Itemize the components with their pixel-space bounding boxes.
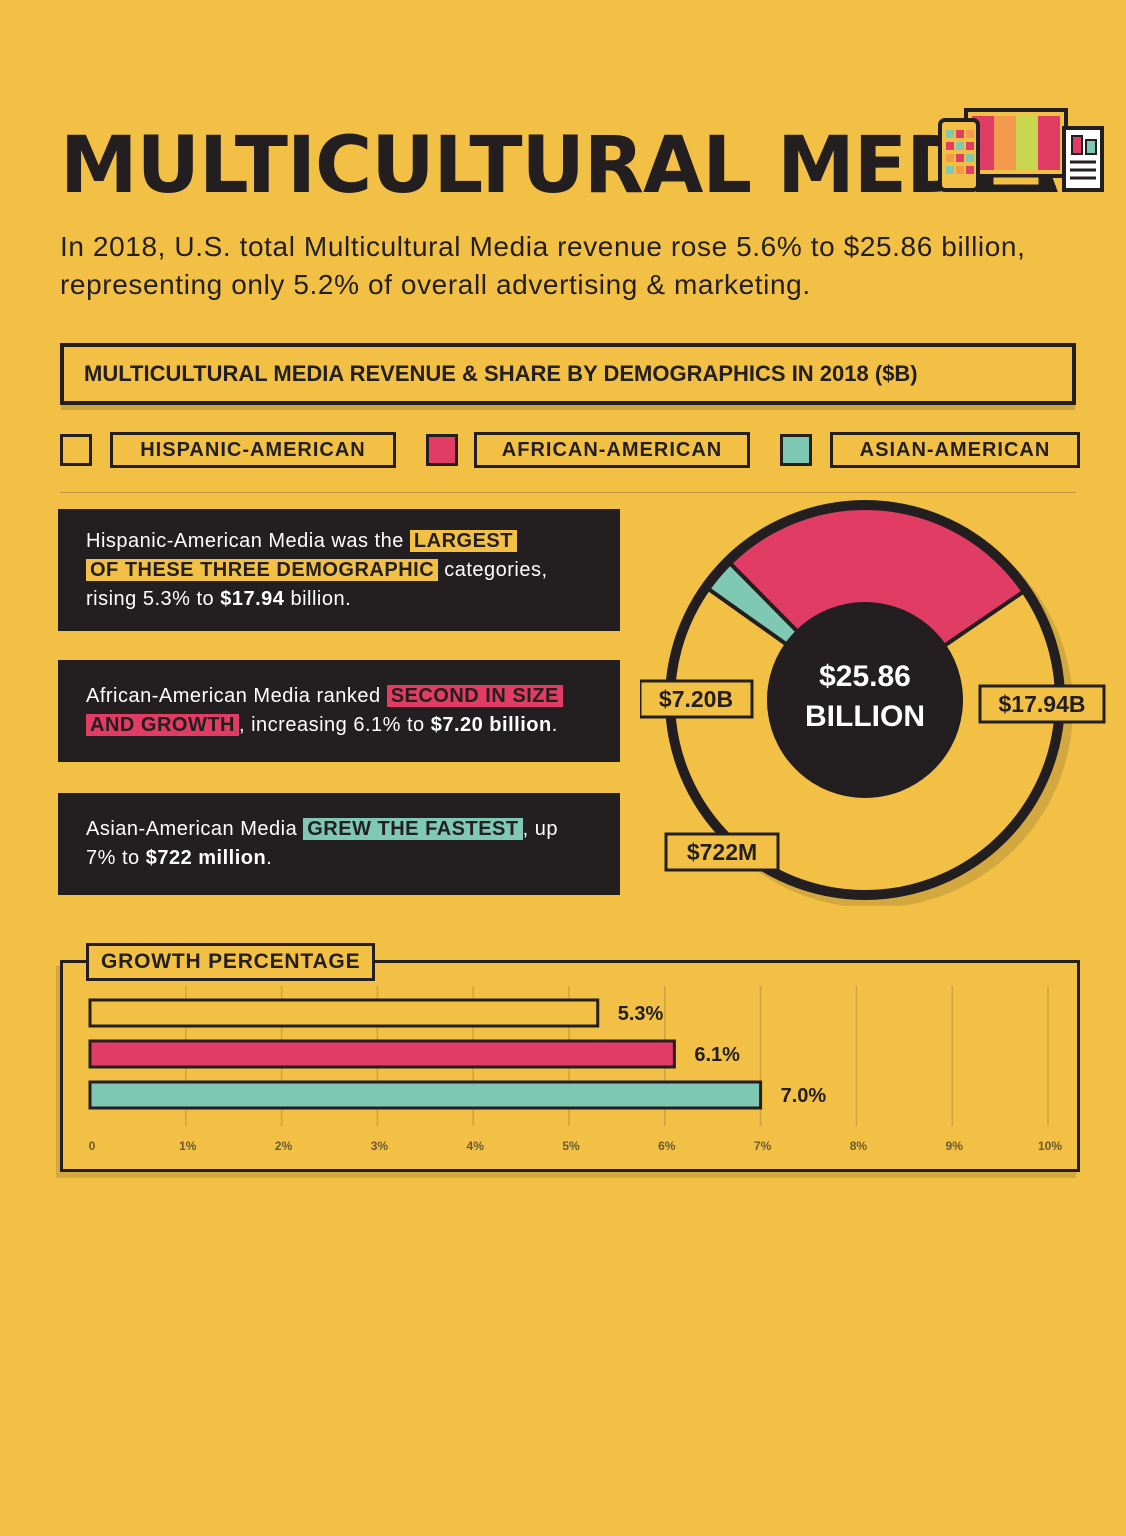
legend-label-hispanic: HISPANIC-AMERICAN [110,432,396,468]
highlight-growth: AND GROWTH [86,714,239,736]
highlight-largest: LARGEST [409,529,517,552]
divider [60,492,1076,493]
info-text-asian: Asian-American Media GREW THE FASTEST, u… [86,818,558,869]
growth-chart-frame [60,960,1080,1172]
info-text-hispanic: Hispanic-American Media was the LARGEST … [86,529,548,610]
media-devices-icon [938,108,1104,192]
tick-label: 1% [179,1139,197,1153]
tick-label: 9% [946,1139,964,1153]
svg-text:$722M: $722M [687,839,757,865]
legend-swatch-asian [780,434,812,466]
highlight-demographic: OF THESE THREE DEMOGRAPHIC [86,558,439,581]
bar-asian [88,1080,763,1110]
tick-label: 6% [658,1139,676,1153]
tick-label: 0 [89,1139,96,1153]
bar-hispanic [88,998,600,1028]
growth-chart-title: GROWTH PERCENTAGE [86,943,376,981]
donut-label-hispanic: $17.94B [978,684,1106,724]
donut-label-african: $7.20B [640,679,754,719]
donut-center-value: $25.86 [819,660,911,693]
tick-label: 4% [467,1139,485,1153]
tick-label: 10% [1038,1139,1062,1153]
info-box-asian: Asian-American Media GREW THE FASTEST, u… [58,793,620,895]
bar-label-asian: 7.0% [781,1085,827,1107]
info-text-african: African-American Media ranked SECOND IN … [86,682,592,740]
info-box-hispanic: Hispanic-American Media was the LARGEST … [58,509,620,631]
section-title: MULTICULTURAL MEDIA REVENUE & SHARE BY D… [84,361,918,386]
donut-chart: $25.86 BILLION $17.94B $722M $7.20B [640,500,1106,906]
tick-label: 5% [562,1139,580,1153]
tick-label: 7% [754,1139,772,1153]
tick-label: 3% [371,1139,389,1153]
highlight-fastest: GREW THE FASTEST [303,818,523,840]
donut-center [769,604,961,796]
growth-bar-chart: 0 1% 2% 3% 4% 5% 6% 7% 8% 9% 10% 5.3% 6.1% 7.0% [88,986,1062,1153]
tick-label: 8% [850,1139,868,1153]
donut-center-unit: BILLION [805,700,925,733]
tick-label: 2% [275,1139,293,1153]
page-title: MULTICULTURAL MEDIA [60,121,1058,211]
svg-text:$7.20B: $7.20B [659,686,733,712]
legend-label-african: AFRICAN-AMERICAN [474,432,750,468]
bar-african [88,1039,676,1069]
bar-label-hispanic: 5.3% [618,1003,664,1025]
bar-label-african: 6.1% [694,1044,740,1066]
legend-swatch-african [426,434,458,466]
svg-text:$17.94B: $17.94B [999,691,1086,717]
donut-label-asian: $722M [664,832,780,872]
legend-swatch-hispanic [60,434,92,466]
intro-text: In 2018, U.S. total Multicultural Media … [60,231,1026,300]
highlight-second: SECOND IN SIZE [386,685,563,707]
legend-label-asian: ASIAN-AMERICAN [830,432,1080,468]
section-title-box: MULTICULTURAL MEDIA REVENUE & SHARE BY D… [60,343,1076,405]
info-box-african: African-American Media ranked SECOND IN … [58,660,620,762]
